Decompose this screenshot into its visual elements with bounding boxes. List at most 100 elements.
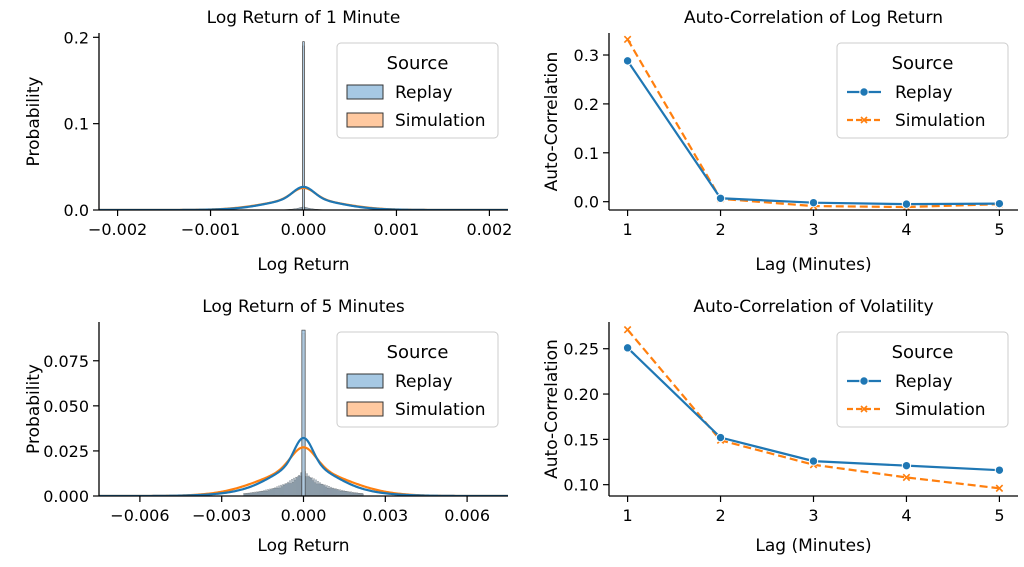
y-tick-label: 0.050	[43, 397, 89, 416]
point-cross-b	[995, 484, 1004, 493]
point-cross-b	[623, 35, 632, 44]
x-tick-label: −0.006	[110, 506, 169, 525]
plot-area	[622, 325, 1005, 493]
point-replay	[622, 56, 633, 66]
legend-swatch-simulation	[346, 401, 384, 417]
y-tick-label: 0.10	[563, 476, 599, 495]
y-axis-label: Auto-Correlation	[542, 339, 562, 479]
panel-2: Auto-Correlation of Log Return Lag (Minut…	[542, 8, 1018, 275]
x-tick-label: 2	[715, 220, 725, 239]
point-replay	[994, 465, 1005, 475]
point-replay	[622, 343, 633, 353]
x-tick-label: 1	[622, 506, 632, 525]
legend-swatch-replay	[346, 373, 384, 389]
x-tick-label: 4	[901, 220, 911, 239]
y-tick-label: 0.0	[574, 193, 599, 212]
legend-marker-simulation-b	[860, 405, 868, 413]
x-tick-label: −0.003	[192, 506, 251, 525]
legend-marker-simulation-b	[860, 116, 868, 124]
legend: Source Replay Simulation	[836, 331, 1009, 428]
y-tick-label: 0.2	[574, 95, 599, 114]
x-tick-label: 0.000	[281, 506, 327, 525]
x-axis-label: Lag (Minutes)	[755, 255, 871, 275]
x-tick-label: 0.001	[374, 220, 420, 239]
x-axis-label: Log Return	[257, 255, 349, 275]
y-axis-label: Auto-Correlation	[542, 52, 562, 192]
y-tick-label: 0.1	[574, 144, 599, 163]
legend-box	[836, 42, 1009, 139]
x-tick-label: 3	[808, 220, 818, 239]
point-replay	[994, 198, 1005, 209]
legend-label-simulation: Simulation	[395, 400, 486, 420]
panel-3: Log Return of 5 Minutes Log Return Probabi…	[24, 297, 508, 556]
legend-title: Source	[892, 342, 954, 363]
legend-label-replay: Replay	[895, 83, 953, 103]
peak-bar-replay	[301, 329, 306, 496]
x-tick-label: 0.000	[281, 220, 327, 239]
point-simulation	[623, 325, 632, 334]
x-tick-label: 5	[994, 220, 1004, 239]
x-tick-label: 4	[901, 506, 911, 525]
y-tick-label: 0.0	[64, 201, 89, 220]
peak-bar-replay	[302, 41, 305, 210]
legend-label-simulation: Simulation	[895, 400, 986, 420]
point-replay	[901, 460, 912, 471]
legend-label-replay: Replay	[395, 372, 453, 392]
chart-title: Log Return of 1 Minute	[207, 8, 401, 28]
legend-swatch-simulation	[346, 112, 384, 128]
x-tick-label: 0.003	[362, 506, 408, 525]
x-axis-label: Log Return	[257, 536, 349, 556]
point-cross-b	[623, 325, 632, 334]
point-replay	[715, 193, 726, 203]
legend: Source Replay Simulation	[836, 42, 1009, 139]
legend: Source Replay Simulation	[336, 331, 499, 428]
legend-label-simulation: Simulation	[395, 111, 486, 131]
point-simulation	[902, 473, 911, 482]
x-axis-label: Lag (Minutes)	[755, 536, 871, 556]
y-tick-label: 0.20	[563, 385, 599, 404]
point-cross-b	[902, 473, 911, 482]
y-tick-label: 0.075	[43, 352, 89, 371]
point-replay	[808, 197, 819, 208]
point-replay	[715, 432, 726, 443]
panel-1: Log Return of 1 Minute Log Return Probabil…	[24, 8, 512, 275]
x-tick-label: 0.006	[444, 506, 490, 525]
legend-marker-replay	[859, 376, 869, 386]
y-axis-label: Probability	[24, 364, 44, 454]
chart-title: Auto-Correlation of Volatility	[693, 297, 933, 317]
point-replay	[808, 456, 819, 466]
point-simulation	[623, 35, 632, 44]
x-tick-label: −0.001	[181, 220, 240, 239]
y-tick-label: 0.1	[64, 115, 89, 134]
legend-title: Source	[892, 53, 954, 74]
y-axis-label: Probability	[24, 77, 44, 167]
y-tick-label: 0.15	[563, 430, 599, 449]
histogram-bars	[243, 470, 364, 496]
point-simulation	[995, 484, 1004, 493]
legend-label-replay: Replay	[395, 83, 453, 103]
legend-marker-replay	[859, 87, 869, 97]
y-tick-label: 0.025	[43, 442, 89, 461]
chart-title: Log Return of 5 Minutes	[202, 297, 405, 317]
legend-label-simulation: Simulation	[895, 111, 986, 131]
legend-swatch-replay	[346, 84, 384, 100]
x-tick-label: 1	[622, 220, 632, 239]
y-tick-label: 0.3	[574, 46, 599, 65]
x-tick-label: 0.002	[467, 220, 513, 239]
x-tick-label: 5	[994, 506, 1004, 525]
y-tick-label: 0.000	[43, 487, 89, 506]
point-replay	[901, 199, 912, 209]
legend-box	[836, 331, 1009, 428]
legend-title: Source	[387, 342, 449, 363]
y-tick-label: 0.2	[64, 28, 89, 47]
plot-area	[622, 35, 1005, 210]
legend: Source Replay Simulation	[336, 42, 499, 139]
y-tick-label: 0.25	[563, 340, 599, 359]
panel-4: Auto-Correlation of Volatility Lag (Minut…	[542, 297, 1018, 556]
legend-title: Source	[387, 53, 449, 74]
legend-label-replay: Replay	[895, 372, 953, 392]
x-tick-label: 3	[808, 506, 818, 525]
chart-title: Auto-Correlation of Log Return	[684, 8, 943, 28]
x-tick-label: 2	[715, 506, 725, 525]
